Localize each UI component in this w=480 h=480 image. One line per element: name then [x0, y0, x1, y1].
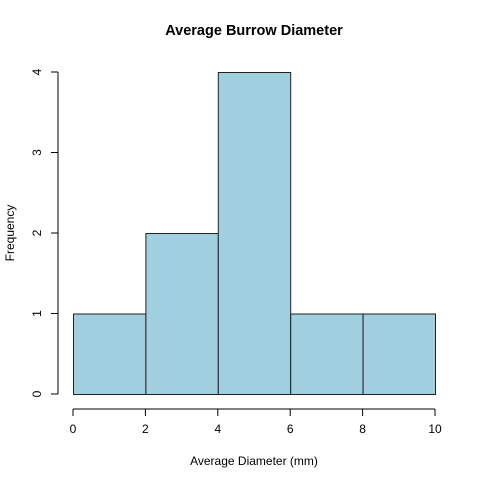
histogram-bar-3	[290, 313, 364, 395]
histogram-bar-0	[73, 313, 147, 395]
histogram-bar-2	[217, 72, 292, 395]
y-axis-label: Frequency	[3, 205, 17, 262]
y-tick-label: 4	[30, 68, 44, 75]
x-axis: 0 2 4 6 8 10	[70, 408, 442, 436]
y-axis: 0 1 2 3 4	[30, 68, 59, 397]
y-tick-label: 2	[30, 229, 44, 236]
histogram-bar-4	[362, 313, 437, 395]
x-tick-label: 10	[428, 422, 442, 436]
x-tick-label: 8	[359, 422, 366, 436]
chart-title: Average Burrow Diameter	[165, 23, 343, 39]
x-tick-label: 2	[142, 422, 149, 436]
histogram-bar-1	[145, 233, 219, 395]
x-tick-label: 0	[70, 422, 77, 436]
bars-group	[73, 72, 437, 395]
x-tick-label: 6	[287, 422, 294, 436]
y-tick-label: 0	[30, 390, 44, 397]
y-tick-label: 3	[30, 149, 44, 156]
x-axis-label: Average Diameter (mm)	[190, 454, 318, 468]
y-tick-label: 1	[30, 310, 44, 317]
x-tick-label: 4	[214, 422, 221, 436]
